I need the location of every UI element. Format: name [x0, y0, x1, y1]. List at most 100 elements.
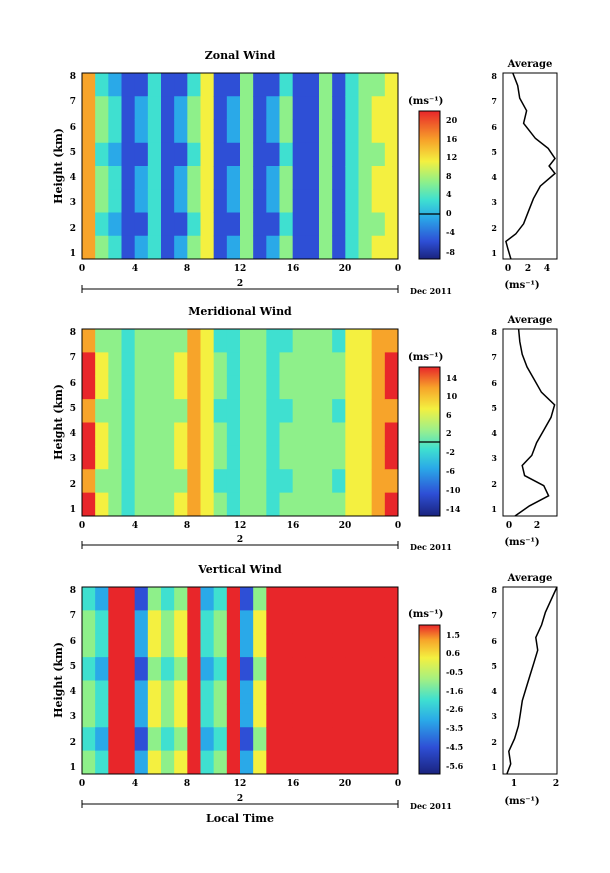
heatmap-cell — [358, 119, 373, 144]
heatmap-cell — [95, 469, 109, 494]
heatmap-cell — [266, 680, 280, 705]
heatmap-cell — [174, 73, 188, 97]
heatmap-cell — [226, 750, 241, 775]
heatmap-cell — [82, 352, 96, 377]
heatmap-cell — [358, 469, 373, 494]
heatmap-cell — [147, 445, 162, 470]
heatmap-cell — [332, 96, 346, 120]
heatmap-cell — [332, 352, 346, 377]
colorbar-tick: -8 — [446, 247, 455, 257]
heatmap-cell — [266, 587, 280, 611]
y-tick-label: 3 — [491, 711, 497, 721]
heatmap-cell — [253, 189, 267, 213]
heatmap-cell — [279, 73, 294, 97]
colorbar-tick: -4.5 — [446, 742, 463, 752]
heatmap-cell — [200, 212, 215, 237]
colorbar-tick: -4 — [446, 227, 455, 237]
heatmap-cell — [200, 750, 215, 775]
y-tick-label: 2 — [491, 737, 497, 747]
heatmap-cell — [240, 399, 254, 424]
heatmap-cell — [345, 727, 359, 752]
heatmap-cell — [134, 212, 149, 237]
colorbar-tick: 4 — [446, 189, 452, 199]
x-axis: 0 4 8 12 16 20 0 2 Dec 2011 Local Time — [79, 779, 452, 825]
heatmap-cell — [332, 727, 346, 752]
heatmap-cell — [147, 329, 162, 353]
heatmap-cell — [345, 657, 359, 682]
heatmap-cell — [108, 445, 122, 470]
heatmap-cell — [305, 189, 320, 213]
heatmap-cell — [82, 119, 96, 144]
y-tick-label: 6 — [491, 122, 497, 132]
heatmap-cell — [384, 422, 399, 447]
heatmap-cell — [253, 727, 267, 752]
heatmap-cell — [253, 329, 267, 353]
heatmap-cell — [226, 352, 241, 377]
heatmap-cell — [213, 422, 228, 447]
heatmap-cell — [292, 399, 307, 424]
y-axis: 1 2 3 4 5 6 7 8 Height (km) — [52, 586, 76, 773]
heatmap-cell — [161, 375, 175, 400]
heatmap-cell — [95, 375, 109, 400]
y-axis-label: Height (km) — [52, 642, 65, 718]
heatmap-cell — [134, 422, 149, 447]
y-tick-label: 7 — [491, 352, 497, 362]
heatmap-cell — [345, 680, 359, 705]
heatmap-cell — [161, 727, 175, 752]
heatmap-cell — [358, 492, 373, 517]
heatmap-cell — [332, 399, 346, 424]
heatmap-cell — [161, 680, 175, 705]
panel-vertical: Vertical Wind 1 2 3 4 5 6 7 8 Height (km… — [52, 563, 559, 825]
heatmap-cell — [121, 750, 136, 775]
heatmap-cell — [279, 399, 294, 424]
heatmap-cell — [240, 166, 254, 190]
heatmap-cell — [319, 610, 333, 635]
heatmap-cell — [305, 212, 320, 237]
heatmap-cell — [174, 680, 188, 705]
heatmap-cell — [187, 469, 201, 494]
y-axis: 1 2 3 4 5 6 7 8 Height (km) — [52, 72, 76, 259]
heatmap-cell — [292, 422, 307, 447]
heatmap-cell — [108, 657, 122, 682]
heatmap-cell — [240, 445, 254, 470]
heatmap-cell — [371, 96, 386, 120]
heatmap-cell — [305, 750, 320, 775]
y-tick-label: 8 — [70, 328, 76, 338]
heatmap-cell — [226, 445, 241, 470]
heatmap-cell — [161, 492, 175, 517]
heatmap-cell — [134, 119, 149, 144]
heatmap-cell — [121, 727, 136, 752]
heatmap-cell — [266, 96, 280, 120]
heatmap-cell — [253, 375, 267, 400]
heatmap-cell — [319, 142, 333, 167]
heatmap-cell — [121, 375, 136, 400]
heatmap-cell — [240, 142, 254, 167]
heatmap-cell — [108, 680, 122, 705]
heatmap-cell — [226, 399, 241, 424]
heatmap-cell — [108, 142, 122, 167]
heatmap-cell — [226, 375, 241, 400]
heatmap-cell — [174, 119, 188, 144]
heatmap-cell — [147, 610, 162, 635]
heatmap-cell — [82, 727, 96, 752]
heatmap-cell — [319, 469, 333, 494]
heatmap-cell — [371, 235, 386, 260]
heatmap-cell — [319, 587, 333, 611]
colorbar-tick: 0.6 — [446, 648, 460, 658]
colorbar-tick: -2 — [446, 447, 455, 457]
heatmap-cell — [253, 633, 267, 658]
heatmap-cell — [200, 352, 215, 377]
heatmap-cell — [319, 166, 333, 190]
heatmap-cell — [305, 469, 320, 494]
heatmap-cell — [213, 610, 228, 635]
heatmap-cell — [121, 633, 136, 658]
heatmap-cell — [266, 492, 280, 517]
heatmap-cell — [319, 73, 333, 97]
heatmap-cell — [305, 96, 320, 120]
heatmap-cell — [240, 587, 254, 611]
heatmap-cell — [95, 142, 109, 167]
heatmap-cell — [213, 212, 228, 237]
heatmap-cell — [292, 73, 307, 97]
heatmap-cell — [161, 212, 175, 237]
heatmap-cell — [319, 96, 333, 120]
